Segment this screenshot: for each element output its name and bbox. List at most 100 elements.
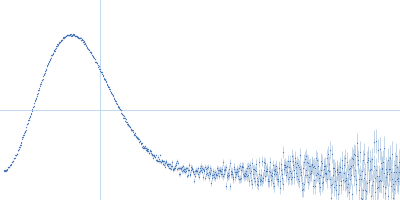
Point xyxy=(386,167,393,170)
Point xyxy=(229,171,235,174)
Point xyxy=(4,168,10,171)
Point xyxy=(187,173,193,176)
Point xyxy=(124,123,130,126)
Point xyxy=(322,164,328,167)
Point xyxy=(25,119,32,122)
Point xyxy=(163,159,169,163)
Point xyxy=(336,183,343,186)
Point xyxy=(308,172,314,175)
Point xyxy=(368,167,374,170)
Point xyxy=(28,113,34,116)
Point xyxy=(22,130,29,133)
Point xyxy=(314,158,320,162)
Point xyxy=(240,172,246,175)
Point xyxy=(40,75,46,78)
Point xyxy=(104,82,110,85)
Point xyxy=(64,34,70,37)
Point xyxy=(266,161,273,164)
Point xyxy=(3,168,9,171)
Point xyxy=(294,174,300,177)
Point xyxy=(304,161,311,165)
Point xyxy=(84,46,91,49)
Point xyxy=(87,50,94,53)
Point xyxy=(130,130,136,133)
Point xyxy=(244,166,250,169)
Point xyxy=(243,170,250,173)
Point xyxy=(380,146,387,149)
Point xyxy=(164,163,170,166)
Point xyxy=(196,166,203,169)
Point xyxy=(250,173,256,176)
Point xyxy=(299,188,306,192)
Point xyxy=(12,154,19,157)
Point xyxy=(4,166,11,169)
Point xyxy=(286,175,292,179)
Point xyxy=(260,169,267,172)
Point xyxy=(225,174,232,177)
Point xyxy=(184,166,190,170)
Point xyxy=(277,180,284,183)
Point xyxy=(306,172,313,175)
Point xyxy=(100,74,106,77)
Point xyxy=(157,153,164,157)
Point xyxy=(394,177,400,181)
Point xyxy=(225,171,231,174)
Point xyxy=(8,163,14,166)
Point xyxy=(357,150,364,154)
Point xyxy=(2,169,9,172)
Point xyxy=(220,174,226,178)
Point xyxy=(151,153,158,156)
Point xyxy=(303,169,310,172)
Point xyxy=(15,148,22,151)
Point xyxy=(242,173,249,176)
Point xyxy=(314,172,320,175)
Point xyxy=(59,38,65,41)
Point xyxy=(133,136,140,140)
Point xyxy=(219,167,226,170)
Point xyxy=(290,160,296,163)
Point xyxy=(158,161,164,164)
Point xyxy=(250,176,257,179)
Point xyxy=(111,97,118,100)
Point xyxy=(182,170,188,173)
Point xyxy=(24,123,30,126)
Point xyxy=(323,156,330,160)
Point xyxy=(194,170,200,173)
Point xyxy=(110,94,116,97)
Point xyxy=(120,116,126,119)
Point xyxy=(31,104,37,108)
Point xyxy=(357,174,363,177)
Point xyxy=(26,118,32,121)
Point xyxy=(69,33,76,36)
Point xyxy=(34,93,40,96)
Point xyxy=(155,159,161,163)
Point xyxy=(232,170,239,173)
Point xyxy=(6,164,13,167)
Point xyxy=(110,96,117,99)
Point xyxy=(368,195,374,198)
Point xyxy=(158,160,164,163)
Point xyxy=(279,172,286,176)
Point xyxy=(231,165,238,168)
Point xyxy=(254,177,260,180)
Point xyxy=(93,61,99,64)
Point xyxy=(24,123,31,126)
Point xyxy=(240,165,246,168)
Point xyxy=(186,163,192,166)
Point xyxy=(217,168,223,171)
Point xyxy=(242,174,248,177)
Point xyxy=(54,44,61,47)
Point xyxy=(33,98,39,101)
Point xyxy=(390,171,397,174)
Point xyxy=(200,168,207,172)
Point xyxy=(155,155,162,158)
Point xyxy=(383,175,389,178)
Point xyxy=(391,179,398,182)
Point xyxy=(348,174,354,177)
Point xyxy=(149,153,156,156)
Point xyxy=(162,165,168,168)
Point xyxy=(171,168,178,171)
Point xyxy=(201,169,207,173)
Point xyxy=(214,167,221,170)
Point xyxy=(335,192,342,195)
